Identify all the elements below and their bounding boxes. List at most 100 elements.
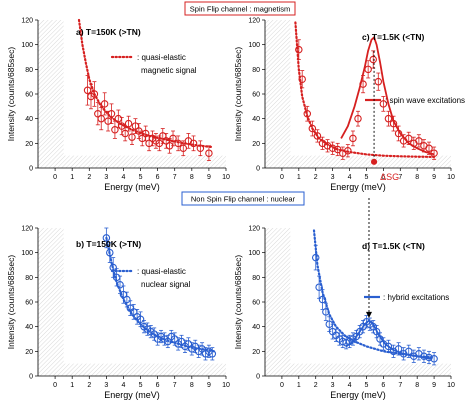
x-tick-label: 2 xyxy=(87,382,91,389)
data-point xyxy=(394,345,403,353)
y-tick-label: 100 xyxy=(21,250,33,257)
series-markers-errorbars xyxy=(295,39,438,160)
x-tick-label: 3 xyxy=(331,174,335,181)
channel-header-box xyxy=(181,191,305,206)
data-point xyxy=(333,145,342,154)
x-tick-label: 10 xyxy=(447,382,455,389)
y-tick-label: 20 xyxy=(252,349,260,356)
y-tick-label: 40 xyxy=(252,324,260,331)
annotation-label: ΔSG xyxy=(380,172,399,182)
data-point xyxy=(311,253,320,262)
x-axis-label: Energy (meV) xyxy=(330,182,386,192)
series-markers-errorbars xyxy=(102,227,217,361)
x-tick-label: 2 xyxy=(314,382,318,389)
data-point xyxy=(318,295,327,304)
x-tick-label: 1 xyxy=(297,174,301,181)
y-tick-label: 100 xyxy=(248,42,260,49)
data-point xyxy=(106,248,114,257)
x-tick-label: 9 xyxy=(432,174,436,181)
series-markers-errorbars xyxy=(83,75,213,162)
x-tick-label: 8 xyxy=(415,174,419,181)
x-tick-label: 10 xyxy=(222,174,230,181)
legend-label: magnetic signal xyxy=(141,66,197,75)
data-point xyxy=(425,353,433,362)
y-axis-label: Intensity (counts/685sec) xyxy=(6,255,16,350)
connector-arrowhead xyxy=(365,311,372,319)
series-dotted-line xyxy=(294,21,436,158)
data-point xyxy=(136,315,145,324)
x-tick-label: 0 xyxy=(53,174,57,181)
data-point xyxy=(349,134,357,143)
x-tick-label: 5 xyxy=(365,174,369,181)
y-tick-label: 120 xyxy=(21,226,33,233)
data-point xyxy=(430,149,438,157)
y-tick-label: 40 xyxy=(25,324,33,331)
data-point xyxy=(379,100,388,108)
data-point xyxy=(295,45,303,54)
panel-title: a) T=150K (>TN) xyxy=(76,27,141,37)
y-tick-label: 120 xyxy=(248,18,260,25)
x-tick-label: 1 xyxy=(70,174,74,181)
x-tick-label: 0 xyxy=(53,382,57,389)
data-point xyxy=(169,134,177,143)
data-point xyxy=(303,109,312,118)
data-point xyxy=(394,129,403,138)
x-tick-label: 6 xyxy=(381,174,385,181)
y-tick-label: 0 xyxy=(256,374,260,381)
hatched-region xyxy=(265,20,451,168)
data-point xyxy=(384,342,393,351)
data-point xyxy=(313,132,322,140)
x-tick-label: 7 xyxy=(173,174,177,181)
y-tick-label: 100 xyxy=(248,250,260,257)
data-point xyxy=(374,77,383,86)
x-tick-label: 10 xyxy=(447,174,455,181)
data-point xyxy=(208,350,217,358)
data-point xyxy=(97,114,105,123)
data-point xyxy=(196,144,205,153)
hatched-region xyxy=(38,20,226,168)
data-point xyxy=(364,65,372,74)
panel-title: d) T=1.5K (<TN) xyxy=(362,241,425,251)
y-tick-label: 20 xyxy=(25,349,33,356)
y-tick-label: 20 xyxy=(252,141,260,148)
x-tick-label: 2 xyxy=(314,174,318,181)
y-tick-label: 60 xyxy=(25,92,33,99)
y-tick-label: 80 xyxy=(252,275,260,282)
series-line xyxy=(105,236,216,353)
legend-label: : hybrid excitations xyxy=(383,293,449,302)
x-tick-label: 5 xyxy=(139,382,143,389)
y-tick-label: 80 xyxy=(25,67,33,74)
data-point xyxy=(308,124,317,133)
data-point xyxy=(430,354,438,363)
data-point xyxy=(322,308,330,316)
x-tick-label: 7 xyxy=(398,382,402,389)
x-tick-label: 1 xyxy=(70,382,74,389)
y-tick-label: 60 xyxy=(252,92,260,99)
x-tick-label: 3 xyxy=(104,174,108,181)
data-point xyxy=(100,100,109,108)
x-tick-label: 8 xyxy=(190,382,194,389)
y-tick-label: 0 xyxy=(29,166,33,173)
data-point xyxy=(389,119,398,128)
data-point xyxy=(141,129,150,138)
y-axis-label: Intensity (counts/685sec) xyxy=(6,47,16,142)
channel-header-box xyxy=(184,1,296,16)
x-tick-label: 7 xyxy=(173,382,177,389)
data-point xyxy=(174,139,182,148)
data-point xyxy=(384,114,393,123)
data-point xyxy=(107,109,116,118)
data-point xyxy=(354,114,362,123)
x-tick-label: 7 xyxy=(398,174,402,181)
legend-label: : quasi-elastic xyxy=(137,267,186,276)
y-tick-label: 20 xyxy=(25,141,33,148)
data-point xyxy=(420,352,428,361)
y-axis-label: Intensity (counts/685sec) xyxy=(233,47,243,142)
x-axis-label: Energy (meV) xyxy=(330,390,386,400)
y-tick-label: 100 xyxy=(21,42,33,49)
x-axis-label: Energy (meV) xyxy=(104,182,160,192)
x-tick-label: 9 xyxy=(432,382,436,389)
y-tick-label: 80 xyxy=(252,67,260,74)
channel-header-non-spin_flip: Non Spin Flip channel : nuclear xyxy=(181,191,305,206)
legend-label: : quasi-elastic xyxy=(137,53,186,62)
